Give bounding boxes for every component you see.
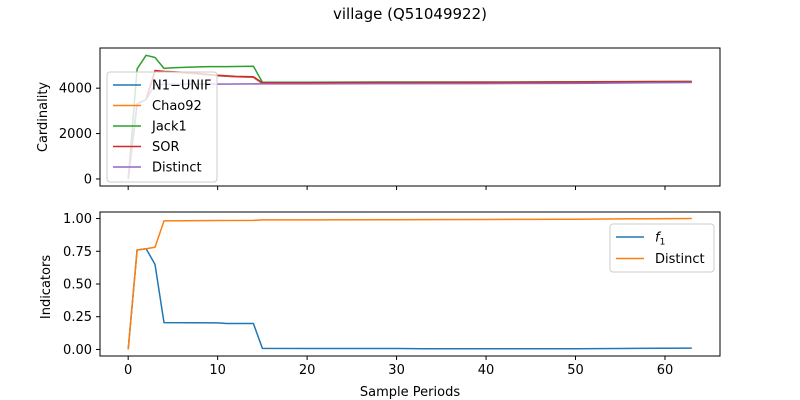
indicators-series-f1-line [127, 247, 692, 350]
cardinality-legend-label-distinct: Distinct [152, 161, 202, 176]
indicators-xtick-label: 30 [388, 363, 405, 378]
cardinality-legend-label-jack1: Jack1 [151, 120, 187, 135]
cardinality-ytick-label: 2000 [59, 127, 92, 142]
indicators-legend-label-distinct: Distinct [655, 252, 705, 267]
cardinality-panel: 0 2000 4000 Cardinality N1−UNIF Chao92 Jack1… [36, 47, 721, 190]
cardinality-axis-ticks: 0 2000 4000 [59, 82, 666, 190]
indicators-xtick-label: 60 [657, 363, 674, 378]
cardinality-legend-label-sor: SOR [152, 140, 180, 155]
indicators-legend-label-f1: f1 [655, 231, 665, 248]
sample-periods-xlabel: Sample Periods [360, 385, 460, 400]
cardinality-legend-label-n1-unif: N1−UNIF [152, 79, 211, 94]
indicators-legend: f1 Distinct [609, 223, 715, 273]
indicators-ytick-label: 0.75 [63, 245, 92, 260]
figure-title: village (Q51049922) [333, 5, 487, 23]
indicators-ytick-label: 0.25 [63, 310, 92, 325]
indicators-xtick-label: 10 [209, 363, 226, 378]
indicators-xtick-label: 20 [299, 363, 316, 378]
cardinality-legend: N1−UNIF Chao92 Jack1 SOR Distinct [106, 71, 218, 183]
indicators-ylabel: Indicators [39, 255, 54, 319]
indicators-xtick-label: 50 [567, 363, 584, 378]
cardinality-legend-box [106, 71, 218, 183]
indicators-series-lines [127, 217, 692, 350]
indicators-ytick-label: 0.50 [63, 278, 92, 293]
cardinality-ylabel: Cardinality [36, 82, 51, 153]
indicators-panel: 0 10 20 30 40 50 60 0.00 0.25 0.50 0.75 1.00 Indica… [39, 211, 721, 400]
indicators-ytick-label: 0.00 [63, 343, 92, 358]
indicators-legend-box [609, 223, 715, 273]
cardinality-ytick-label: 0 [84, 172, 92, 187]
indicators-xtick-label: 0 [124, 363, 132, 378]
indicators-axis-ticks: 0 10 20 30 40 50 60 0.00 0.25 0.50 0.75 1.00 [63, 212, 673, 378]
cardinality-legend-label-chao92: Chao92 [152, 99, 202, 114]
indicators-series-distinct-line [127, 217, 692, 350]
indicators-ytick-label: 1.00 [63, 212, 92, 227]
cardinality-ytick-label: 4000 [59, 82, 92, 97]
indicators-xtick-label: 40 [478, 363, 495, 378]
